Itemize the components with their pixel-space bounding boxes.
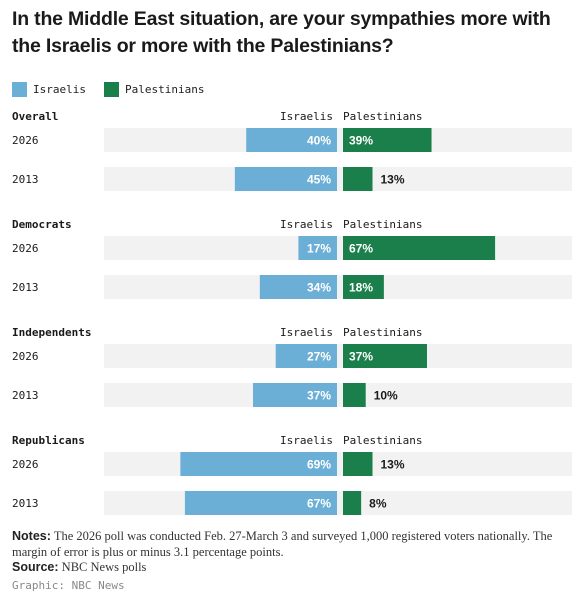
row-year-label: 2026: [12, 350, 39, 363]
row-year-label: 2026: [12, 134, 39, 147]
notes-text: The 2026 poll was conducted Feb. 27-Marc…: [12, 529, 553, 559]
bar-track: [104, 275, 572, 299]
source-label: Source:: [12, 560, 59, 574]
bar-israelis-independents-2026: [275, 344, 337, 368]
bar-palestinians-democrats-2026: [343, 236, 496, 260]
row-year-label: 2026: [12, 242, 39, 255]
bar-israelis-independents-2013: [253, 383, 337, 407]
bar-israelis-overall-2026: [246, 128, 337, 152]
legend-label-palestinians: Palestinians: [124, 82, 205, 96]
value-label-israelis: 69%: [307, 458, 331, 472]
notes-label: Notes:: [12, 529, 51, 543]
bar-israelis-democrats-2026: [298, 236, 337, 260]
legend: Israelis Palestinians: [12, 81, 222, 97]
column-label-palestinians: Palestinians: [343, 110, 422, 123]
value-label-palestinians: 37%: [349, 350, 373, 364]
column-label-israelis: Israelis: [280, 326, 333, 339]
group-label-republicans: Republicans: [12, 434, 85, 447]
legend-swatch-palestinians: [103, 81, 119, 97]
value-label-palestinians: 67%: [349, 242, 373, 256]
column-label-israelis: Israelis: [280, 434, 333, 447]
value-label-palestinians: 8%: [369, 497, 387, 511]
row-year-label: 2013: [12, 389, 39, 402]
column-label-palestinians: Palestinians: [343, 434, 422, 447]
row-year-label: 2013: [12, 173, 39, 186]
bar-israelis-democrats-2013: [259, 275, 337, 299]
legend-item-palestinians: Palestinians: [103, 81, 205, 97]
group-label-overall: Overall: [12, 110, 58, 123]
value-label-palestinians: 39%: [349, 134, 373, 148]
bar-palestinians-independents-2026: [343, 344, 427, 368]
bar-track: [104, 167, 572, 191]
value-label-israelis: 67%: [307, 497, 331, 511]
value-label-israelis: 27%: [307, 350, 331, 364]
source-line: Source: NBC News polls: [12, 560, 568, 576]
value-label-israelis: 34%: [307, 281, 331, 295]
bar-palestinians-overall-2013: [343, 167, 373, 191]
legend-item-israelis: Israelis: [12, 81, 86, 97]
value-label-israelis: 45%: [307, 173, 331, 187]
row-year-label: 2013: [12, 281, 39, 294]
bar-palestinians-independents-2013: [343, 383, 366, 407]
legend-label-israelis: Israelis: [33, 82, 86, 96]
bar-israelis-republicans-2013: [184, 491, 337, 515]
column-label-palestinians: Palestinians: [343, 326, 422, 339]
chart-title: In the Middle East situation, are your s…: [12, 8, 551, 57]
bar-palestinians-republicans-2013: [343, 491, 362, 515]
value-label-palestinians: 13%: [381, 173, 405, 187]
row-year-label: 2026: [12, 458, 39, 471]
value-label-israelis: 40%: [307, 134, 331, 148]
notes-line: Notes: The 2026 poll was conducted Feb. …: [12, 529, 568, 560]
value-label-israelis: 17%: [307, 242, 331, 256]
row-year-label: 2013: [12, 497, 39, 510]
column-label-israelis: Israelis: [280, 110, 333, 123]
value-label-palestinians: 10%: [374, 389, 398, 403]
column-label-israelis: Israelis: [280, 218, 333, 231]
bar-palestinians-overall-2026: [343, 128, 432, 152]
bar-israelis-republicans-2026: [180, 452, 337, 476]
column-label-palestinians: Palestinians: [343, 218, 422, 231]
bar-track: [104, 383, 572, 407]
bar-track: [104, 491, 572, 515]
bar-track: [104, 452, 572, 476]
bar-track: [104, 236, 572, 260]
value-label-israelis: 37%: [307, 389, 331, 403]
legend-swatch-israelis: [12, 81, 27, 97]
group-label-independents: Independents: [12, 326, 91, 339]
graphic-credit: Graphic: NBC News: [12, 579, 125, 592]
bar-track: [104, 344, 572, 368]
source-text: NBC News polls: [61, 560, 147, 574]
bar-palestinians-republicans-2026: [343, 452, 373, 476]
bar-israelis-overall-2013: [234, 167, 337, 191]
notes-block: Notes: The 2026 poll was conducted Feb. …: [12, 529, 568, 576]
value-label-palestinians: 18%: [349, 281, 373, 295]
bar-track: [104, 128, 572, 152]
group-label-democrats: Democrats: [12, 218, 72, 231]
value-label-palestinians: 13%: [381, 458, 405, 472]
bar-palestinians-democrats-2013: [343, 275, 384, 299]
